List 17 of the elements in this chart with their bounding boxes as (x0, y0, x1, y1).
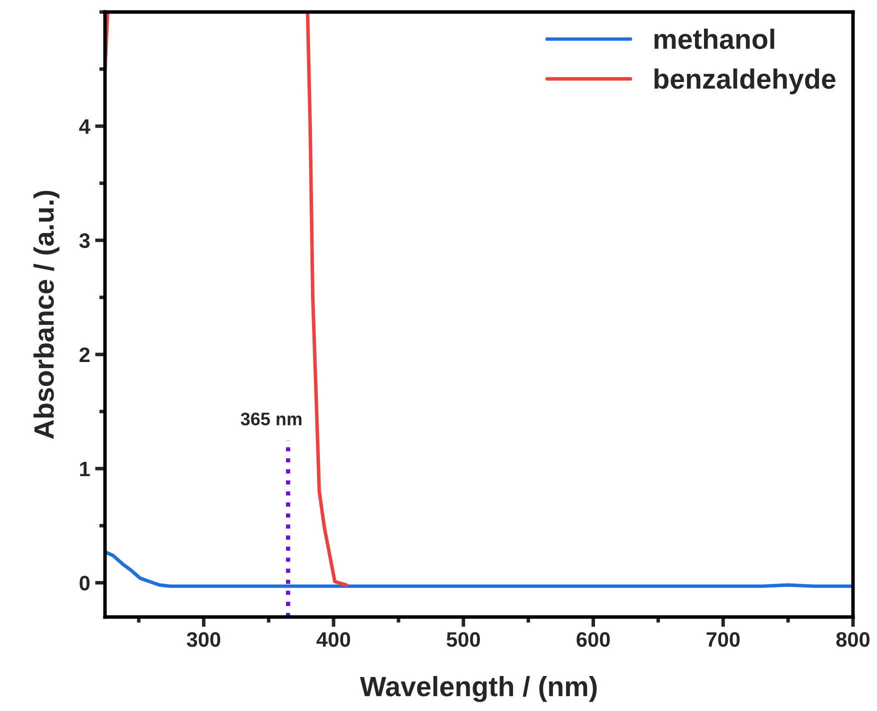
legend-label: methanol (654, 28, 774, 50)
x-tick-label: 800 (836, 632, 870, 647)
x-tick-label: 400 (316, 632, 350, 647)
legend-label: benzaldehyde (654, 68, 836, 94)
x-tick-label: 600 (576, 632, 610, 647)
x-tick-label: 700 (706, 632, 740, 647)
y-tick-label: 1 (80, 462, 90, 476)
y-tick-label: 4 (79, 119, 90, 134)
y-tick-label: 0 (80, 576, 90, 591)
annotation: 365 nm (240, 412, 302, 426)
x-tick-label: 300 (186, 632, 220, 647)
y-axis-title: Absorbance / (a.u.) (33, 190, 60, 439)
y-tick-label: 2 (80, 347, 90, 362)
y-tick-label: 3 (79, 233, 90, 248)
line-series (105, 550, 853, 588)
x-tick-label: 500 (446, 632, 480, 647)
x-axis-title: Wavelength / (nm) (360, 676, 597, 702)
